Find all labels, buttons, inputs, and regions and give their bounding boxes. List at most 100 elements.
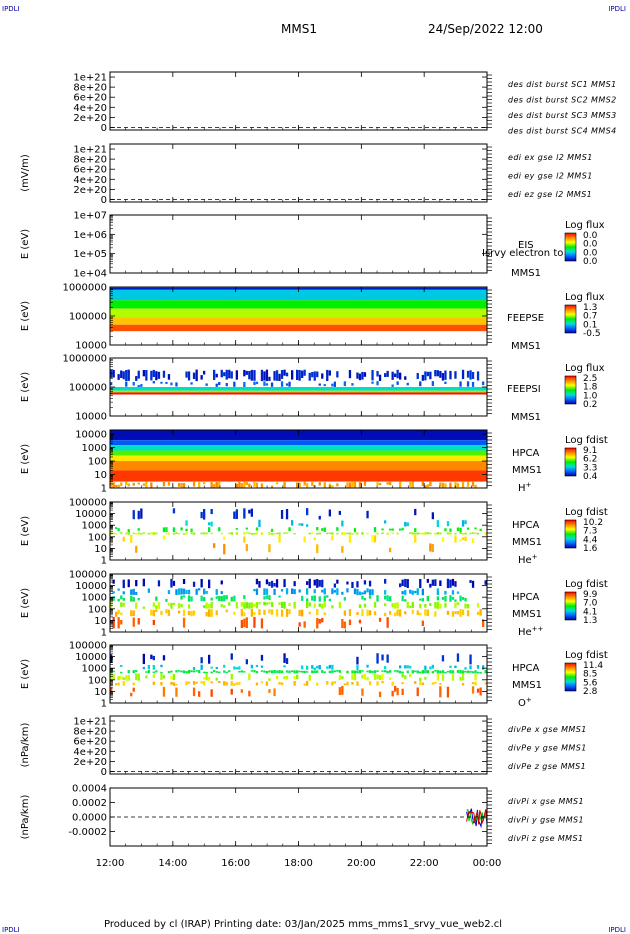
spectrogram-cell bbox=[135, 591, 138, 595]
spectrogram-cell bbox=[245, 659, 248, 665]
y-tick-label: 1 bbox=[101, 699, 107, 710]
spectrogram-cell bbox=[175, 532, 178, 534]
spectrogram-cell bbox=[469, 654, 472, 665]
spectrogram-cell bbox=[122, 591, 125, 595]
spectrogram-cell bbox=[471, 538, 475, 543]
spectrogram-cell bbox=[137, 370, 140, 379]
y-tick-label: 1000000 bbox=[62, 283, 107, 294]
spectrogram-cell bbox=[316, 544, 319, 554]
spectrogram-cell bbox=[250, 533, 253, 535]
colorbar-tick-label: 9.9 bbox=[583, 590, 598, 600]
spectrogram-cell bbox=[205, 532, 208, 535]
y-tick-label: 6e+20 bbox=[73, 93, 107, 104]
spectrogram-cell bbox=[112, 591, 115, 594]
spectrogram-cell bbox=[155, 670, 158, 673]
panel-frame bbox=[109, 214, 488, 274]
y-tick-label: 1e+21 bbox=[73, 73, 107, 84]
y-tick-label: 4e+20 bbox=[73, 103, 107, 114]
y-tick-label: 1 bbox=[101, 484, 107, 495]
series-line bbox=[466, 809, 488, 825]
spectrogram-cell bbox=[208, 527, 211, 533]
spectrogram-cell bbox=[343, 621, 346, 629]
spectrogram-cell bbox=[260, 681, 264, 684]
spectrogram-cell bbox=[218, 382, 221, 386]
spectrogram-cell bbox=[376, 532, 379, 535]
spectrogram-cell bbox=[411, 532, 414, 535]
spectrogram-cell bbox=[449, 370, 452, 380]
spectrogram-cell bbox=[466, 481, 470, 487]
spectrogram-cell bbox=[200, 595, 203, 601]
legend-entry: des dist burst SC1 MMS1 bbox=[508, 80, 617, 89]
spectrogram-cell bbox=[318, 596, 321, 602]
spectrogram-cell bbox=[484, 682, 487, 685]
spectrogram-cell bbox=[333, 590, 336, 593]
spectrogram-cell bbox=[130, 692, 133, 697]
spectrogram-cell bbox=[205, 612, 208, 617]
spectrogram-cell bbox=[250, 369, 253, 381]
spectrogram-cell bbox=[306, 483, 309, 488]
spectrogram-cell bbox=[459, 527, 462, 533]
spectrogram-cell bbox=[356, 372, 359, 379]
spectrogram-cell bbox=[356, 656, 359, 665]
spectrogram-cell bbox=[223, 681, 226, 686]
spectrogram-cell bbox=[459, 609, 462, 617]
spectrogram-cell bbox=[291, 588, 294, 594]
instrument-label: EIS bbox=[518, 240, 534, 251]
species-label: H+ bbox=[518, 481, 532, 494]
spectrogram-cell bbox=[311, 372, 314, 378]
spectrogram-cell bbox=[331, 605, 334, 609]
instrument-label: HPCA bbox=[512, 663, 540, 674]
y-tick-label: 100000 bbox=[69, 312, 107, 323]
y-tick-label: 0.0004 bbox=[72, 784, 107, 795]
spectrogram-cell bbox=[248, 690, 251, 697]
spectrogram-cell bbox=[306, 680, 309, 686]
spectrogram-cell bbox=[248, 483, 251, 488]
spectrogram-cell bbox=[192, 687, 196, 697]
spectrogram-cell bbox=[449, 482, 452, 488]
colorbar-tick-label: 0.4 bbox=[583, 472, 598, 482]
spectrogram-cell bbox=[406, 665, 409, 669]
spectrogram-cell bbox=[142, 370, 145, 377]
spectrogram-cell bbox=[439, 686, 442, 698]
spectrogram-cell bbox=[446, 532, 450, 535]
spectrogram-cell bbox=[479, 671, 482, 674]
spectrogram-cell bbox=[323, 482, 326, 488]
spectrogram-cell bbox=[152, 619, 155, 626]
spectrogram-cell bbox=[185, 589, 188, 594]
spectrogram-cell bbox=[431, 682, 434, 685]
spectrogram-cell bbox=[215, 482, 218, 488]
y-axis-label: E (eV) bbox=[20, 588, 31, 618]
spectrogram-cell bbox=[200, 511, 203, 519]
spectrogram-cell bbox=[411, 590, 414, 595]
spectrogram-cell bbox=[424, 665, 427, 670]
spectrogram-cell bbox=[376, 482, 379, 486]
spectrogram-cell bbox=[321, 670, 324, 673]
spectrogram-cell bbox=[243, 618, 246, 628]
spectrogram-cell bbox=[333, 583, 336, 588]
spectrogram-cell bbox=[125, 481, 128, 485]
spectrogram-cell bbox=[210, 597, 213, 601]
spectrogram-cell bbox=[223, 670, 226, 673]
spectrogram-p4 bbox=[110, 287, 487, 332]
spectrogram-cell bbox=[265, 369, 269, 382]
spectrogram-cell bbox=[110, 687, 113, 693]
spectrogram-cell bbox=[275, 482, 279, 485]
spectrogram-cell bbox=[117, 617, 120, 629]
spectrogram-cell bbox=[308, 611, 311, 615]
colorbar-tick-label: 2.8 bbox=[583, 687, 598, 697]
spectrogram-cell bbox=[125, 675, 128, 681]
spectrogram-cell bbox=[270, 670, 274, 674]
spectrogram-cell bbox=[471, 686, 475, 694]
spectrogram-cell bbox=[394, 685, 397, 692]
spectrogram-cell bbox=[459, 595, 462, 602]
spectrogram-cell bbox=[115, 485, 118, 488]
spectrogram-cell bbox=[248, 602, 251, 609]
spectrogram-cell bbox=[436, 532, 439, 535]
spectrogram-cell bbox=[316, 665, 319, 669]
y-tick-label: 10000 bbox=[75, 430, 107, 441]
spectrogram-cell bbox=[381, 673, 384, 681]
spectrogram-cell bbox=[230, 688, 233, 695]
